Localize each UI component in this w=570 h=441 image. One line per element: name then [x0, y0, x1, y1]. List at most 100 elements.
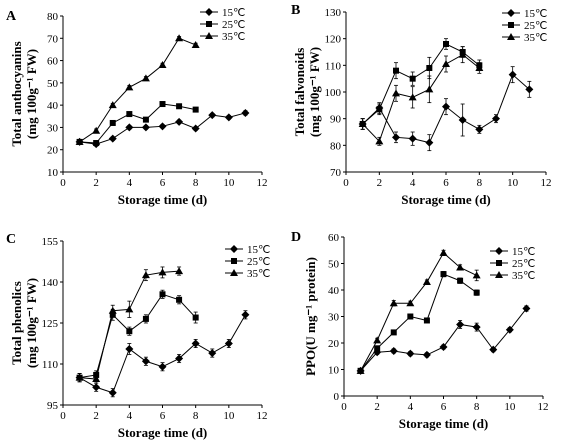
legend-marker — [495, 271, 503, 278]
data-point — [389, 299, 398, 307]
y-tick-label: 120 — [325, 34, 342, 46]
y-tick-label: 20 — [328, 338, 340, 350]
data-point — [108, 134, 117, 143]
data-point — [175, 354, 184, 363]
data-point — [191, 339, 200, 348]
data-point — [373, 336, 382, 344]
y-axis-title: PPO(U mg⁻¹ protein) — [303, 257, 318, 376]
x-tick-label: 10 — [507, 177, 519, 189]
data-point — [191, 40, 200, 48]
x-tick-label: 2 — [377, 177, 383, 189]
y-tick-label: 0 — [334, 391, 340, 403]
data-point — [158, 362, 167, 371]
data-point — [475, 64, 484, 71]
data-point — [408, 93, 417, 101]
data-point — [406, 349, 415, 358]
series-square — [357, 271, 480, 374]
x-tick-label: 6 — [160, 410, 166, 422]
data-point — [409, 75, 416, 82]
y-tick-label: 80 — [330, 140, 342, 152]
data-point — [75, 373, 84, 381]
x-tick-label: 8 — [477, 177, 483, 189]
data-point — [375, 137, 384, 145]
legend-marker — [495, 247, 503, 255]
data-point — [426, 65, 433, 71]
y-tick-label: 40 — [328, 285, 340, 297]
data-point — [392, 133, 400, 142]
data-point — [440, 271, 447, 278]
data-point — [125, 83, 134, 91]
data-point — [92, 126, 101, 134]
legend-label: 15℃ — [247, 244, 270, 256]
data-point — [158, 61, 167, 69]
data-point — [423, 317, 430, 324]
y-tick-label: 95 — [47, 400, 59, 412]
data-point — [175, 117, 184, 126]
data-point — [472, 271, 481, 279]
y-tick-label: 110 — [325, 60, 342, 72]
y-tick-label: 100 — [325, 87, 342, 99]
x-tick-label: 12 — [541, 177, 552, 189]
data-point — [392, 89, 400, 97]
chart-d: 0 2 4 6 8 10 12 0 10 20 30 40 50 60 Storage time (d) PP… — [291, 230, 549, 431]
data-point — [108, 388, 117, 397]
y-tick-label: 30 — [328, 312, 340, 324]
data-point — [125, 123, 134, 132]
data-point — [406, 299, 415, 307]
x-axis-title: Storage time (d) — [399, 416, 489, 431]
y-axis-title: (mg 100g⁻¹ FW) — [307, 47, 322, 137]
y-tick-label: 70 — [47, 33, 59, 45]
y-axis-title: Total anthocyanins — [9, 41, 24, 146]
panel-letter: B — [291, 3, 300, 18]
x-tick-label: 4 — [408, 401, 414, 413]
legend-marker — [231, 258, 237, 264]
legend-label: 25℃ — [222, 19, 245, 31]
series-line — [79, 37, 196, 143]
series-square — [76, 289, 199, 383]
data-point — [159, 101, 166, 108]
x-tick-label: 0 — [341, 401, 347, 413]
legend-marker — [507, 9, 515, 17]
x-tick-label: 4 — [127, 410, 133, 422]
data-point — [192, 314, 199, 321]
y-tick-label: 60 — [47, 56, 59, 68]
x-tick-label: 6 — [441, 401, 447, 413]
legend-label: 15℃ — [512, 246, 535, 258]
data-point — [407, 313, 414, 320]
chart-b: 0 2 4 6 8 10 12 70 80 90 100 110 120 130 Storage time … — [291, 3, 552, 207]
y-tick-label: 10 — [328, 365, 340, 377]
data-point — [376, 106, 383, 113]
y-tick-label: 90 — [330, 114, 342, 126]
data-point — [457, 277, 464, 284]
data-point — [374, 345, 381, 352]
data-point — [141, 74, 150, 82]
data-point — [522, 304, 531, 313]
legend-marker — [205, 32, 213, 39]
data-point — [224, 339, 233, 348]
data-point — [389, 346, 398, 355]
y-tick-label: 60 — [328, 232, 340, 244]
y-tick-label: 140 — [42, 277, 59, 289]
data-point — [473, 289, 480, 296]
data-point — [126, 111, 133, 118]
data-point — [224, 113, 233, 122]
series-diamond — [356, 304, 531, 375]
data-point — [525, 85, 534, 94]
y-tick-label: 30 — [47, 122, 59, 134]
data-point — [241, 310, 250, 319]
data-point — [208, 349, 217, 358]
data-point — [458, 116, 467, 124]
legend-marker — [205, 8, 213, 16]
data-point — [92, 375, 101, 383]
data-point — [191, 124, 200, 133]
data-point — [439, 248, 448, 256]
y-axis-title: (mg 100g⁻¹ FW) — [24, 49, 39, 139]
x-tick-label: 4 — [127, 177, 133, 189]
x-axis-title: Storage time (d) — [118, 192, 208, 207]
x-tick-label: 4 — [410, 177, 416, 189]
x-tick-label: 2 — [93, 177, 99, 189]
series-triangle — [358, 46, 484, 146]
panel-letter: A — [6, 9, 17, 24]
x-tick-label: 12 — [538, 401, 549, 413]
y-tick-label: 125 — [42, 318, 59, 330]
